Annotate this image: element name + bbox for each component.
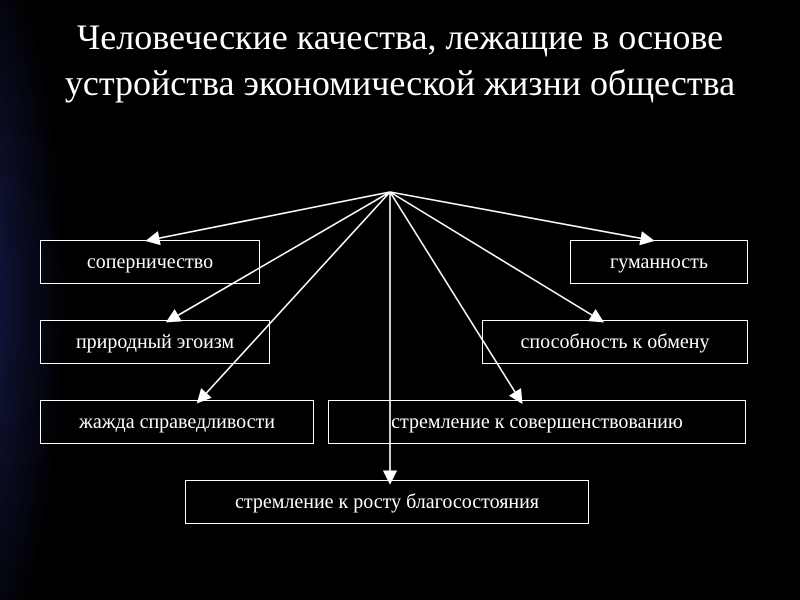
node-exchange: способность к обмену xyxy=(482,320,748,364)
node-justice: жажда справедливости xyxy=(40,400,314,444)
node-egoism: природный эгоизм xyxy=(40,320,270,364)
node-label: гуманность xyxy=(610,251,708,274)
node-label: природный эгоизм xyxy=(76,331,234,354)
node-label: стремление к совершенствованию xyxy=(391,411,683,434)
node-rivalry: соперничество xyxy=(40,240,260,284)
node-label: стремление к росту благосостояния xyxy=(235,491,539,514)
node-wealth: стремление к росту благосостояния xyxy=(185,480,589,524)
slide-title: Человеческие качества, лежащие в основе … xyxy=(30,14,770,106)
node-improvement: стремление к совершенствованию xyxy=(328,400,746,444)
node-humanity: гуманность xyxy=(570,240,748,284)
node-label: способность к обмену xyxy=(520,331,709,354)
node-label: соперничество xyxy=(87,251,213,274)
node-label: жажда справедливости xyxy=(79,411,275,434)
